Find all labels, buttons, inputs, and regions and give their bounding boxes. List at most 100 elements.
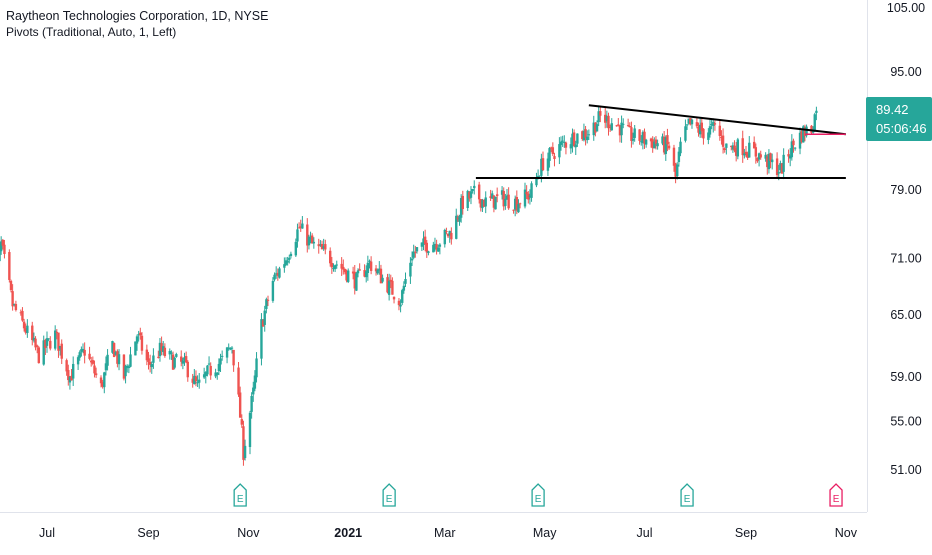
candle <box>319 240 322 247</box>
candle <box>191 373 194 388</box>
candle <box>135 334 139 351</box>
candle <box>35 344 39 354</box>
candle <box>610 118 613 131</box>
candle <box>42 335 45 366</box>
candle <box>551 142 555 157</box>
time-tick-label: Mar <box>434 526 456 540</box>
candle <box>644 138 648 148</box>
time-tick-label: May <box>533 526 557 540</box>
candle <box>296 223 299 248</box>
candle <box>473 180 476 195</box>
candle <box>274 266 278 279</box>
candle <box>754 143 758 164</box>
earnings-marker[interactable]: E <box>531 483 545 507</box>
candle <box>263 305 266 332</box>
candle <box>183 352 186 366</box>
candle <box>597 105 600 127</box>
candle <box>654 136 658 150</box>
candle <box>389 274 392 289</box>
candle <box>129 346 132 368</box>
candle <box>481 198 484 212</box>
candle <box>779 160 782 174</box>
symbol-title[interactable]: Raytheon Technologies Corporation, 1D, N… <box>6 9 269 23</box>
candle <box>104 356 108 376</box>
candle <box>363 264 366 278</box>
candle <box>641 130 645 150</box>
candle <box>723 147 726 153</box>
candle <box>479 199 483 212</box>
candle <box>299 219 302 232</box>
candle <box>117 349 121 371</box>
candle <box>330 256 334 274</box>
candle <box>283 257 286 273</box>
candle <box>250 392 253 419</box>
candle <box>204 371 207 384</box>
candle <box>628 122 631 128</box>
candle <box>301 216 304 229</box>
candle <box>502 187 505 211</box>
candle <box>656 139 659 150</box>
drawings <box>475 104 846 179</box>
candle <box>630 121 633 148</box>
candle <box>248 410 252 455</box>
candle <box>513 195 517 217</box>
candle <box>471 188 474 194</box>
price-axis[interactable]: 105.0095.0087.0079.0071.0065.0059.0055.0… <box>887 1 925 477</box>
candle <box>437 244 440 252</box>
candle <box>491 190 494 199</box>
candle <box>415 247 419 254</box>
candle <box>586 130 589 144</box>
descending-trendline[interactable] <box>588 104 846 136</box>
candle <box>3 239 6 259</box>
candle <box>21 307 24 322</box>
candle <box>617 118 620 127</box>
candle <box>702 128 705 145</box>
time-axis[interactable]: Jul Sep Nov 2021 Mar May Jul Sep Nov <box>39 526 858 540</box>
candle <box>689 118 692 126</box>
earnings-marker[interactable]: E <box>829 483 843 507</box>
candle <box>162 340 165 356</box>
candle <box>55 329 59 340</box>
indicator-label[interactable]: Pivots (Traditional, Auto, 1, Left) <box>6 25 177 39</box>
candle <box>266 295 270 307</box>
candle <box>712 118 715 133</box>
candle <box>495 187 499 203</box>
earnings-marker[interactable]: E <box>233 483 247 507</box>
candle <box>489 189 492 201</box>
candle <box>65 358 68 376</box>
candle <box>180 350 183 367</box>
candle <box>608 124 612 132</box>
last-price: 89.42 <box>876 102 909 117</box>
candle <box>289 251 293 259</box>
candle <box>409 257 412 284</box>
candle <box>252 381 255 402</box>
candle <box>504 193 507 210</box>
candle <box>320 240 324 250</box>
candle <box>731 142 735 153</box>
candle <box>674 162 677 184</box>
candle <box>425 240 428 258</box>
earnings-marker[interactable]: E <box>382 483 396 507</box>
candle <box>253 370 257 392</box>
candle <box>14 300 18 312</box>
candle <box>284 257 288 266</box>
candle <box>515 190 519 215</box>
candle <box>240 414 244 428</box>
candle <box>572 129 576 148</box>
candle <box>592 115 595 141</box>
candle <box>265 297 268 314</box>
candle <box>576 133 579 147</box>
candle <box>793 147 797 151</box>
candle <box>662 130 666 155</box>
candle <box>455 208 458 240</box>
candle <box>404 272 407 287</box>
candle <box>469 186 473 205</box>
earnings-marker[interactable]: E <box>680 483 694 507</box>
price-tick-label: 79.00 <box>890 183 921 197</box>
candles <box>0 105 818 466</box>
candle <box>88 346 91 361</box>
candle <box>127 364 131 374</box>
candle <box>767 149 771 174</box>
